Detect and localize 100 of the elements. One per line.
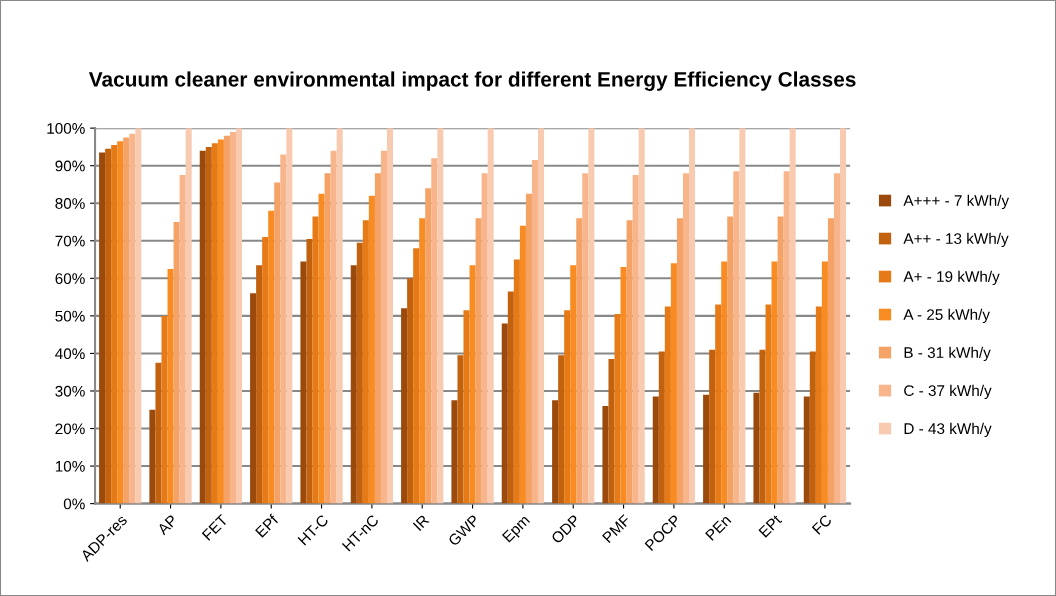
bar — [815, 306, 822, 504]
bar — [670, 263, 677, 504]
bar — [217, 139, 224, 504]
bar — [105, 148, 112, 504]
y-tick-label: 100% — [47, 123, 85, 134]
bar — [777, 216, 784, 504]
bar — [715, 304, 722, 504]
bar — [739, 128, 746, 504]
bar — [457, 355, 464, 504]
bar — [336, 128, 343, 504]
bar — [286, 128, 293, 504]
legend-label: A+ - 19 kWh/y — [903, 270, 1000, 286]
bar — [463, 310, 470, 504]
bar — [262, 237, 269, 504]
bar — [765, 304, 772, 504]
bar — [709, 349, 716, 504]
bar — [274, 182, 281, 504]
y-tick-label: 50% — [55, 310, 85, 322]
bar — [407, 278, 414, 504]
bar — [576, 218, 583, 504]
bar — [827, 218, 834, 504]
bar — [318, 193, 325, 504]
bar — [588, 128, 595, 504]
bar — [501, 323, 508, 504]
bar — [179, 175, 186, 504]
bar — [608, 359, 615, 504]
x-tick-label: EPf — [254, 513, 280, 538]
legend-label: B - 31 kWh/y — [904, 346, 991, 362]
bar — [229, 131, 236, 504]
bar — [803, 396, 810, 504]
bar — [626, 220, 633, 504]
y-tick-label: 30% — [55, 385, 85, 397]
y-tick-label: 90% — [55, 160, 85, 172]
bar — [689, 128, 696, 504]
bar — [300, 261, 307, 504]
bar — [306, 238, 313, 504]
y-tick-label: 20% — [55, 423, 85, 435]
bar — [558, 355, 565, 504]
bar — [759, 349, 766, 504]
bar — [682, 173, 689, 504]
bar — [582, 173, 589, 504]
bar — [771, 261, 778, 504]
bar — [469, 265, 476, 504]
y-tick-label: 40% — [55, 348, 85, 360]
bar — [570, 265, 577, 504]
legend-label: A - 25 kWh/y — [903, 308, 990, 324]
bar — [821, 261, 828, 504]
x-tick-label: IR — [412, 514, 430, 531]
bar — [149, 409, 156, 504]
bar — [487, 128, 494, 504]
bar — [419, 218, 426, 504]
bar — [117, 141, 124, 504]
bar — [652, 396, 659, 504]
bar — [721, 261, 728, 504]
bar — [664, 306, 671, 504]
bar — [431, 158, 438, 504]
bar — [833, 173, 841, 504]
bar — [552, 400, 559, 504]
bar — [111, 145, 118, 504]
bar — [173, 222, 180, 504]
bar — [481, 173, 488, 504]
bar — [733, 171, 740, 504]
x-tick-label: EPt — [758, 513, 783, 538]
bar — [614, 314, 621, 504]
y-tick-label: 10% — [55, 460, 85, 472]
bar — [280, 154, 287, 504]
bar — [235, 128, 243, 504]
x-tick-label: PEn — [705, 514, 732, 541]
bar — [620, 267, 627, 504]
bar — [205, 146, 212, 504]
bar — [809, 351, 816, 504]
x-tick-label: AP — [156, 514, 178, 536]
bar — [401, 308, 408, 504]
bar — [256, 265, 263, 504]
bar — [425, 188, 432, 504]
bar — [223, 135, 230, 504]
y-tick-label: 60% — [55, 273, 85, 285]
bar — [538, 128, 545, 504]
bar — [362, 220, 369, 504]
bar — [475, 218, 482, 504]
bar — [155, 362, 162, 504]
bar — [513, 259, 520, 504]
bar — [789, 128, 796, 504]
bar — [199, 150, 206, 504]
bar — [531, 160, 538, 504]
bar — [167, 268, 174, 504]
bar — [602, 406, 609, 504]
bar — [386, 128, 394, 504]
bar — [330, 150, 337, 504]
bar — [727, 216, 734, 504]
bar — [380, 150, 387, 504]
bar — [413, 248, 420, 504]
chart-title: Vacuum cleaner environmental impact for different Energy Efficiency Classes — [88, 71, 856, 91]
bar — [703, 394, 710, 504]
bar — [185, 128, 192, 504]
bar — [840, 128, 847, 504]
bar — [356, 242, 363, 504]
x-tick-label: FC — [811, 514, 833, 535]
bar — [268, 210, 275, 504]
legend-label: D - 43 kWh/y — [904, 422, 992, 438]
